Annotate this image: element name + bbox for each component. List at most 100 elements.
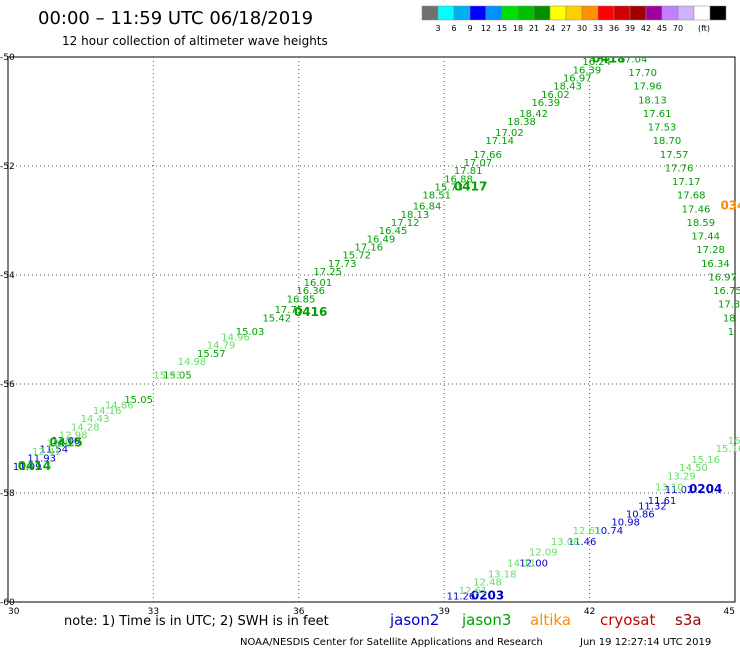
colorbar-swatch (549, 5, 567, 21)
plot-area: 30 33 36 39 42 45 -50 -52 -54 -56 -58 -60 11.0911.93… (0, 51, 740, 617)
data-point-label: 13.08 (551, 537, 580, 548)
colorbar-swatch (677, 5, 695, 21)
colorbar-swatch (597, 5, 615, 21)
y-tick-label: -54 (0, 271, 15, 281)
data-point-label: 16.75 (713, 286, 740, 297)
data-point-label: 11.32 (638, 501, 667, 512)
colorbar-label: 30 (577, 24, 587, 33)
data-point-label: 15.05 (163, 371, 192, 382)
data-point-label: 16.97 (708, 272, 737, 283)
satellite-legend-item: jason2 (389, 611, 439, 629)
note-text: note: 1) Time is in UTC; 2) SWH is in fe… (64, 614, 329, 629)
data-point-label: 18.51 (422, 191, 451, 202)
data-point-label: 17.53 (648, 123, 677, 134)
data-point-label: 17.81 (454, 166, 483, 177)
colorbar-legend: 3 6 9 12 15 18 21 24 27 30 33 36 39 42 45 70 (ft) (421, 5, 727, 33)
data-point-label: 17.61 (643, 109, 672, 120)
data-point-label: 12.00 (519, 559, 548, 570)
data-point-label: 13.29 (667, 471, 696, 482)
data-point-label: 15.42 (262, 313, 291, 324)
data-point-label: 16 (728, 436, 740, 447)
colorbar-swatch (501, 5, 519, 21)
satellite-legend-item: jason3 (461, 611, 511, 629)
satellite-legend-item: altika (530, 611, 571, 629)
data-point-label: 14.28 (71, 422, 100, 433)
x-tick-label: 33 (148, 607, 159, 617)
data-point-label: 17.76 (665, 163, 694, 174)
data-point-label: 10.74 (594, 526, 623, 537)
data-point-label: 17.96 (633, 82, 662, 93)
data-point-label: 18.42 (519, 109, 548, 120)
data-point-label: 15.05 (124, 395, 153, 406)
data-point-label: 11.09 (13, 462, 42, 473)
data-point-label: 16.01 (304, 278, 333, 289)
colorbar-swatch (565, 5, 583, 21)
x-tick-label: 36 (293, 607, 305, 617)
data-point-label: 18.13 (638, 95, 667, 106)
data-point-label: 12.48 (473, 578, 502, 589)
data-point-label: 17.17 (672, 177, 701, 188)
colorbar-label: 24 (545, 24, 555, 33)
data-point-label: 16.45 (379, 226, 408, 237)
data-point-label: 11.26 (447, 591, 476, 602)
colorbar-swatch (437, 5, 455, 21)
pass-time-label: 0204 (689, 482, 722, 496)
data-point-label: 17.04 (619, 54, 648, 65)
colorbar-label: 9 (467, 24, 472, 33)
data-point-label: 12.42 (47, 439, 76, 450)
data-point-label: 17.57 (660, 150, 689, 161)
plot-frame (7, 56, 736, 603)
satellite-legend: jason2 jason3 altika cryosat s3a (389, 611, 702, 629)
data-point-label: 11.02 (665, 485, 694, 496)
pass-time-label: 0415 (49, 436, 82, 450)
pass-time-label: 0417 (454, 180, 487, 194)
data-point-label: 10.98 (611, 518, 640, 529)
data-point-label: 17.44 (691, 232, 720, 243)
colorbar-swatch (421, 5, 439, 21)
data-point-label: 13.10 (655, 482, 684, 493)
data-point-label: 14.96 (221, 332, 250, 343)
data-point-label: 17.46 (682, 204, 711, 215)
data-point-label: 18.43 (553, 82, 582, 93)
satellite-legend-item: s3a (675, 611, 702, 629)
pass-time-label: 0418 (592, 51, 625, 65)
colorbar-swatch (661, 5, 679, 21)
data-point-label: 17.28 (696, 245, 725, 256)
data-layer: 11.0911.9311.5412.0011.2612.0011.4610.74… (13, 51, 740, 602)
colorbar-swatch (645, 5, 663, 21)
satellite-legend-item: cryosat (600, 611, 655, 629)
chart-subtitle: 12 hour collection of altimeter wave hei… (62, 34, 328, 48)
colorbar-label: 3 (435, 24, 440, 33)
data-point-label: 16.49 (367, 234, 396, 245)
data-point-label: 16.36 (296, 286, 325, 297)
colorbar-label: 6 (451, 24, 456, 33)
colorbar-label: 45 (657, 24, 667, 33)
data-point-label: 11.46 (568, 537, 597, 548)
data-point-label: 12.41 (32, 447, 61, 458)
data-point-label: 15.73 (435, 183, 464, 194)
data-point-label: 11.93 (27, 453, 56, 464)
data-point-label: 11.54 (40, 445, 69, 456)
y-tick-label: -58 (0, 489, 15, 499)
data-point-label: 18 (723, 313, 736, 324)
timestamp-text: Jun 19 12:27:14 UTC 2019 (579, 637, 711, 648)
data-point-label: 17.25 (313, 267, 342, 278)
chart-title: 00:00 – 11:59 UTC 06/18/2019 (38, 8, 313, 29)
data-point-label: 15.16 (691, 455, 720, 466)
colorbar-swatch (693, 5, 711, 21)
colorbar-swatch (453, 5, 471, 21)
data-point-label: 12.00 (52, 436, 81, 447)
colorbar-unit: (ft) (698, 24, 710, 33)
y-tick-label: -56 (0, 380, 15, 390)
colorbar-swatch (581, 5, 599, 21)
colorbar-label: 27 (561, 24, 571, 33)
pass-time-label: 034 (720, 199, 740, 213)
colorbar-swatch (533, 5, 551, 21)
colorbar-label: 21 (529, 24, 539, 33)
x-tick-label: 30 (8, 607, 20, 617)
data-point-label: 14.11 (507, 559, 536, 570)
data-point-label: 11.61 (648, 496, 677, 507)
pass-time-label: 0203 (471, 588, 504, 602)
data-point-label: 17.07 (464, 158, 493, 169)
data-point-label: 18.70 (653, 136, 682, 147)
